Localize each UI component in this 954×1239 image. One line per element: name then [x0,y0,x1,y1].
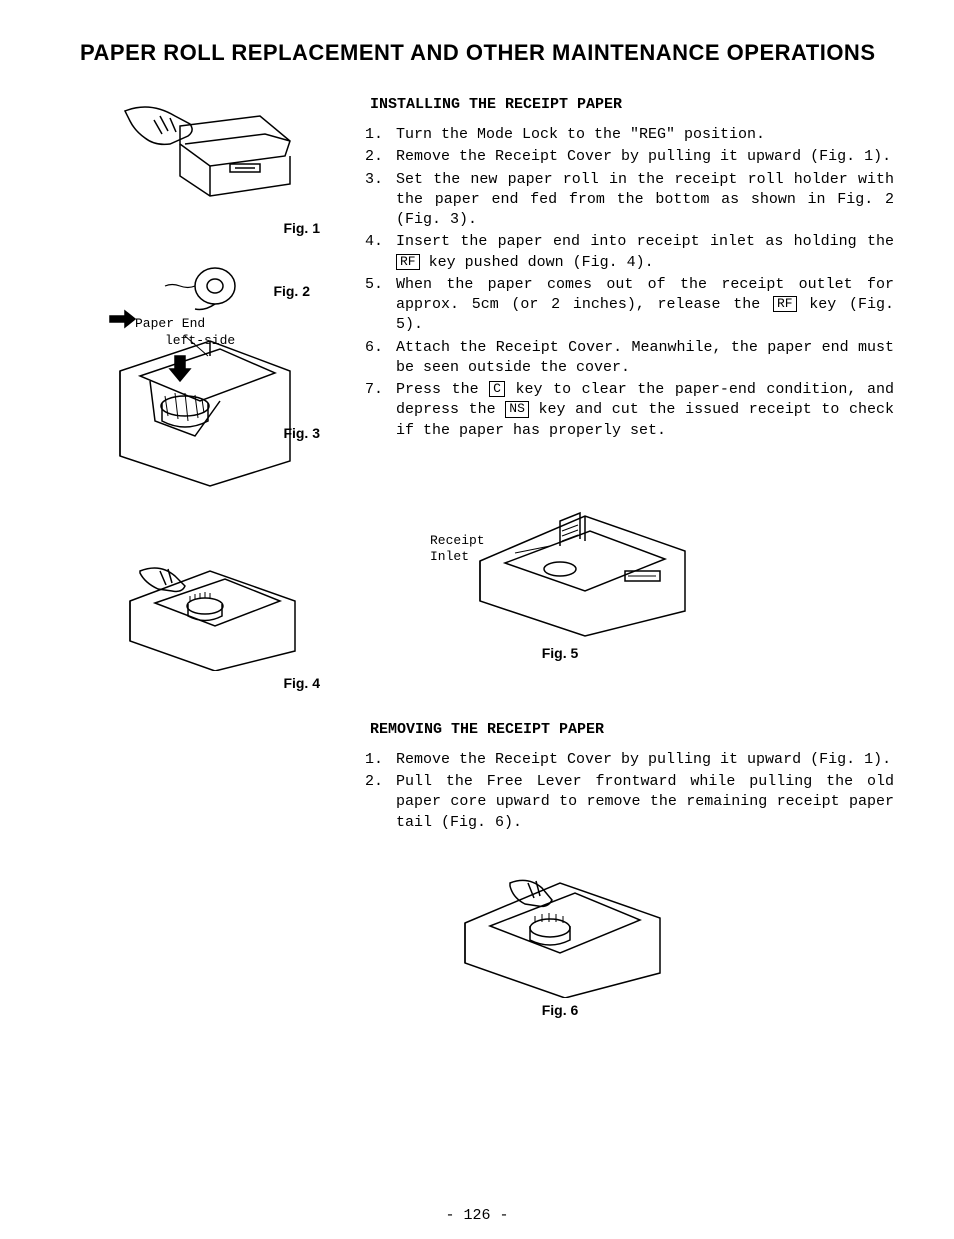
figure-2-caption: Fig. 2 [273,283,310,299]
step-item: Insert the paper end into receipt inlet … [392,232,894,273]
keycap: NS [505,401,529,417]
step-text: Remove the Receipt Cover by pulling it u… [396,751,891,768]
figure-6-caption: Fig. 6 [440,1002,680,1018]
section-2-steps: Remove the Receipt Cover by pulling it u… [370,750,894,833]
figure-4: Fig. 4 [80,541,340,691]
figure-5-caption: Fig. 5 [420,645,700,661]
step-item: Remove the Receipt Cover by pulling it u… [392,147,894,167]
section-2: REMOVING THE RECEIPT PAPER Remove the Re… [370,721,894,833]
annotation-receipt: Receipt [430,533,485,548]
figure-1-svg [110,96,310,216]
figure-4-caption: Fig. 4 [80,675,340,691]
figure-3-caption: Fig. 3 [283,425,320,441]
step-item: Set the new paper roll in the receipt ro… [392,170,894,231]
step-text: Turn the Mode Lock to the "REG" position… [396,126,765,143]
step-item: Pull the Free Lever frontward while pull… [392,772,894,833]
section-1-steps: Turn the Mode Lock to the "REG" position… [370,125,894,441]
step-text: key pushed down (Fig. 4). [420,254,654,271]
content-columns: Fig. 1 [80,96,894,1018]
figure-2-3: Fig. 2 Paper End left-side Fig. 3 [80,261,340,491]
keycap: RF [773,296,797,312]
step-item: Press the C key to clear the paper-end c… [392,380,894,441]
step-text: Set the new paper roll in the receipt ro… [396,171,894,229]
figures-column: Fig. 1 [80,96,340,1018]
section-2-heading: REMOVING THE RECEIPT PAPER [370,721,894,738]
step-text: Press the [396,381,489,398]
annotation-paper-end: Paper End [135,316,205,331]
figure-6-svg [440,858,680,998]
text-column: INSTALLING THE RECEIPT PAPER Turn the Mo… [370,96,894,1018]
step-text: Pull the Free Lever frontward while pull… [396,773,894,831]
figure-4-svg [110,541,310,671]
step-item: When the paper comes out of the receipt … [392,275,894,336]
figure-1: Fig. 1 [80,96,340,236]
figure-1-caption: Fig. 1 [80,220,340,236]
page-title: PAPER ROLL REPLACEMENT AND OTHER MAINTEN… [80,40,894,66]
step-text: Insert the paper end into receipt inlet … [396,233,894,250]
annotation-left-side: left-side [165,333,235,348]
keycap: C [489,381,505,397]
keycap: RF [396,254,420,270]
figure-5-svg [420,491,700,641]
annotation-inlet: Inlet [430,549,469,564]
figure-6: Fig. 6 [440,858,680,1018]
step-item: Remove the Receipt Cover by pulling it u… [392,750,894,770]
step-text: Remove the Receipt Cover by pulling it u… [396,148,891,165]
manual-page: PAPER ROLL REPLACEMENT AND OTHER MAINTEN… [0,0,954,1239]
step-item: Turn the Mode Lock to the "REG" position… [392,125,894,145]
step-text: Attach the Receipt Cover. Meanwhile, the… [396,339,894,376]
figure-5: Receipt Inlet Fig. 5 [420,491,700,661]
section-1-heading: INSTALLING THE RECEIPT PAPER [370,96,894,113]
step-item: Attach the Receipt Cover. Meanwhile, the… [392,338,894,379]
page-number: - 126 - [0,1207,954,1224]
